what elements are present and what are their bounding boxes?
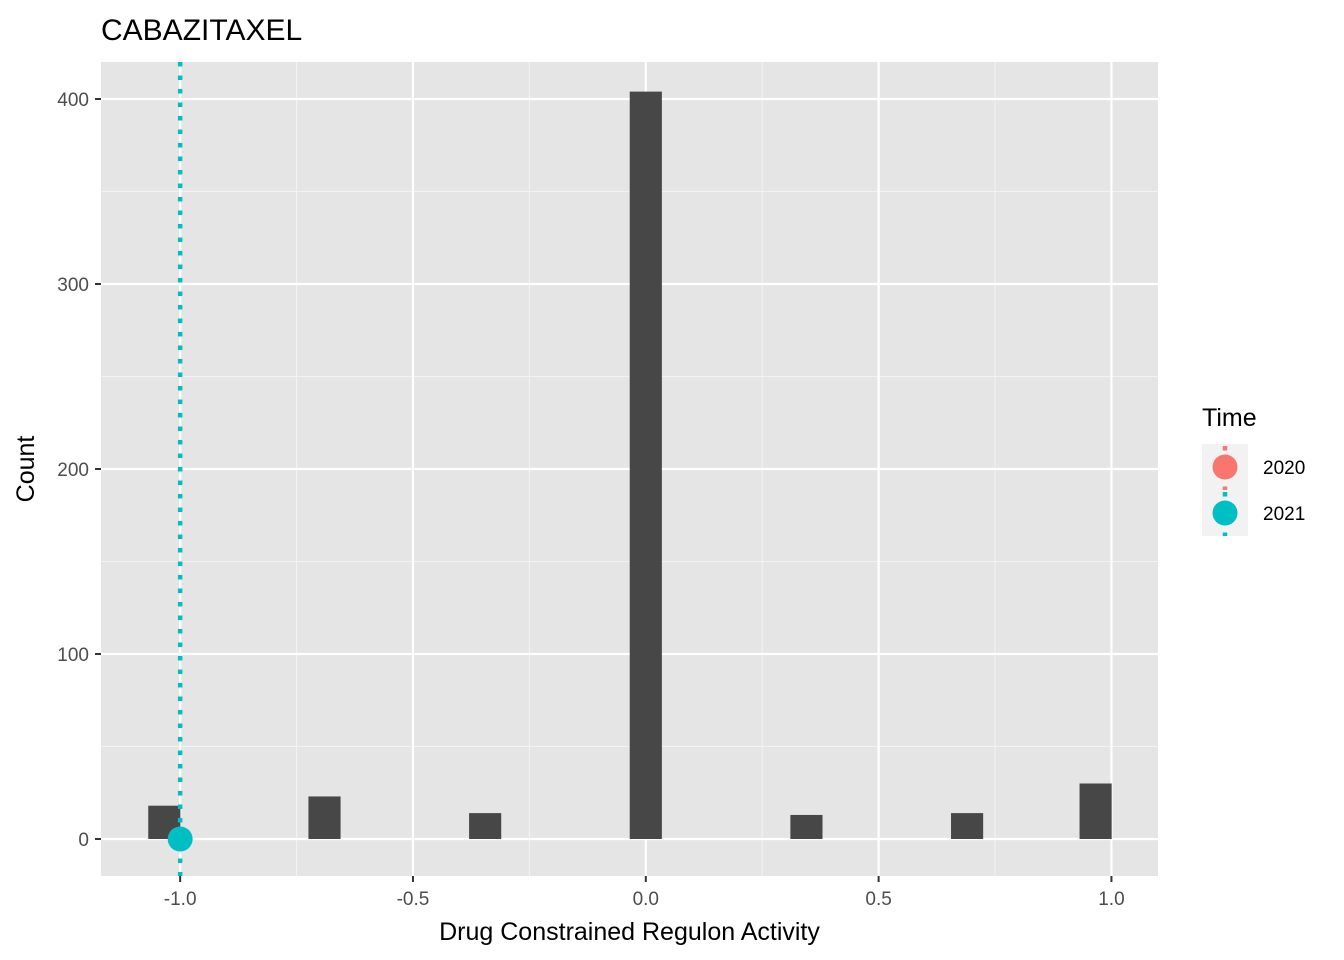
y-tick-label: 400 <box>57 90 89 111</box>
chart-title: CABAZITAXEL <box>101 14 302 47</box>
y-axis: 0 100 200 300 400 <box>57 90 101 851</box>
x-axis: -1.0 -0.5 0.0 0.5 1.0 <box>164 876 1125 910</box>
x-tick-label: 0.5 <box>865 889 891 910</box>
histogram-bar <box>790 814 823 839</box>
x-tick-label: 1.0 <box>1098 889 1124 910</box>
legend-title: Time <box>1202 404 1257 432</box>
histogram-bar <box>951 813 984 839</box>
x-axis-title: Drug Constrained Regulon Activity <box>439 918 820 946</box>
legend-key-point <box>1212 500 1238 526</box>
histogram-bar <box>308 796 341 839</box>
histogram-bars <box>148 91 1112 840</box>
y-tick-label: 200 <box>57 460 89 481</box>
histogram-bar <box>469 813 502 839</box>
y-tick-label: 100 <box>57 645 89 666</box>
x-tick-label: -1.0 <box>164 889 197 910</box>
legend-key-point <box>1212 454 1238 480</box>
y-tick-label: 0 <box>78 830 89 851</box>
histogram-bar <box>1079 783 1112 839</box>
reference-point-2021 <box>167 826 193 852</box>
x-tick-label: -0.5 <box>397 889 430 910</box>
x-tick-label: 0.0 <box>633 889 659 910</box>
legend: Time 2020 2021 <box>1202 404 1305 536</box>
histogram-bar <box>629 91 662 840</box>
legend-label: 2021 <box>1263 504 1305 525</box>
reference-points <box>167 826 193 852</box>
legend-label: 2020 <box>1263 458 1305 479</box>
y-axis-title: Count <box>12 436 40 503</box>
y-tick-label: 300 <box>57 275 89 296</box>
